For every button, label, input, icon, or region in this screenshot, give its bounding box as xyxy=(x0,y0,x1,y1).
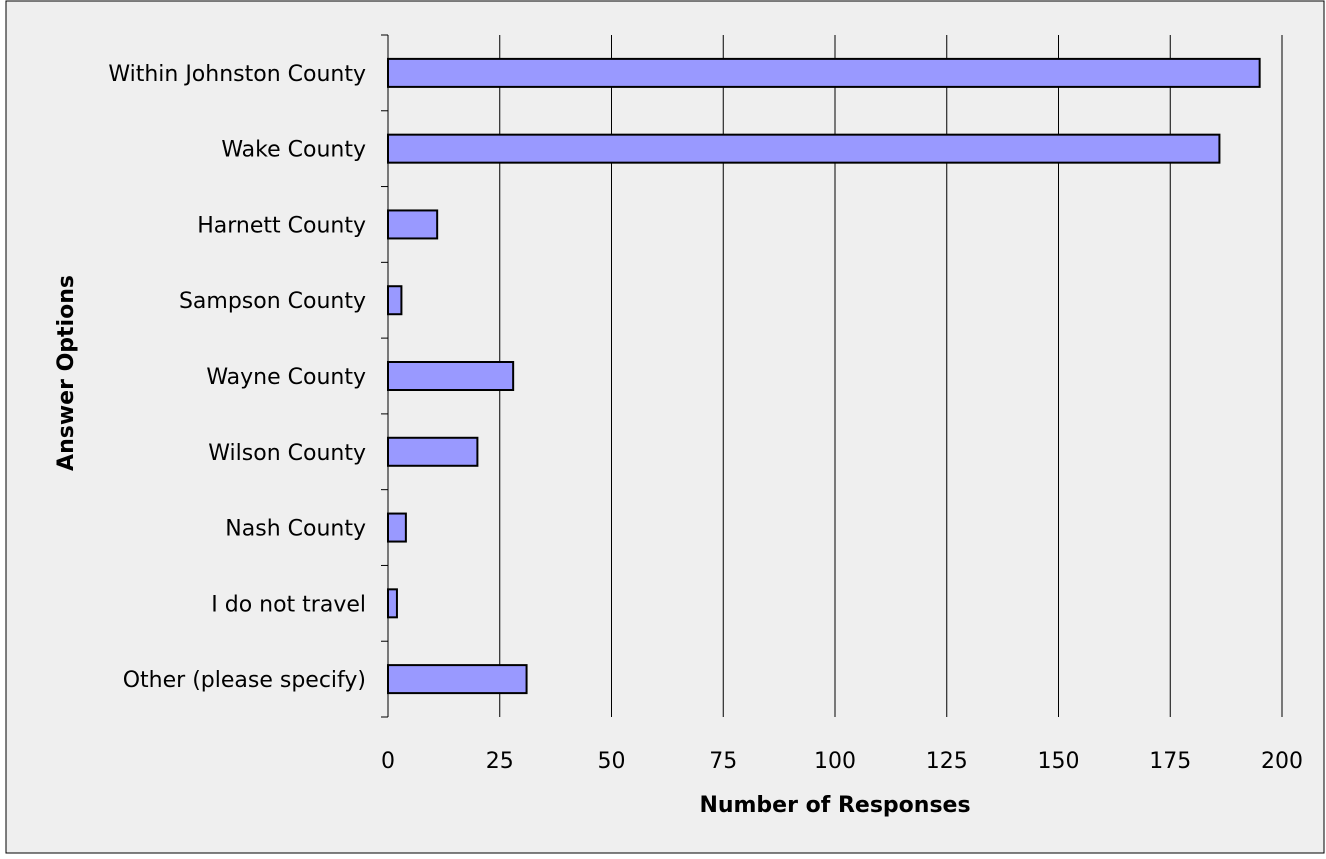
x-tick-label: 0 xyxy=(381,749,395,774)
category-label: Other (please specify) xyxy=(123,668,366,693)
category-label: Wake County xyxy=(221,138,366,163)
category-label: I do not travel xyxy=(211,592,366,617)
y-axis-title: Answer Options xyxy=(54,275,79,471)
axes xyxy=(381,34,389,718)
bar xyxy=(387,588,398,619)
category-label: Wilson County xyxy=(208,441,366,466)
x-tick-label: 100 xyxy=(814,749,856,774)
bar xyxy=(387,209,439,240)
labels: 0 25 50 75 100 125 150 175 200 Within Johnston Co… xyxy=(108,62,1303,774)
category-label: Within Johnston County xyxy=(108,62,366,87)
x-tick-label: 175 xyxy=(1149,749,1191,774)
x-tick-label: 125 xyxy=(926,749,968,774)
x-tick-label: 50 xyxy=(598,749,626,774)
category-label: Harnett County xyxy=(197,213,366,238)
bar xyxy=(387,664,528,695)
category-label: Nash County xyxy=(225,517,366,542)
bar xyxy=(387,361,515,391)
x-axis-title: Number of Responses xyxy=(699,793,970,818)
x-tick-label: 25 xyxy=(486,749,514,774)
category-label: Wayne County xyxy=(206,365,366,390)
bar xyxy=(387,57,1261,88)
bar xyxy=(387,285,403,316)
bar xyxy=(387,436,479,467)
x-tick-label: 150 xyxy=(1038,749,1080,774)
category-label: Sampson County xyxy=(179,289,366,314)
x-tick-label: 200 xyxy=(1261,749,1303,774)
bar xyxy=(387,512,407,543)
x-tick-label: 75 xyxy=(709,749,737,774)
chart-background xyxy=(5,0,1325,854)
bar xyxy=(387,133,1221,164)
